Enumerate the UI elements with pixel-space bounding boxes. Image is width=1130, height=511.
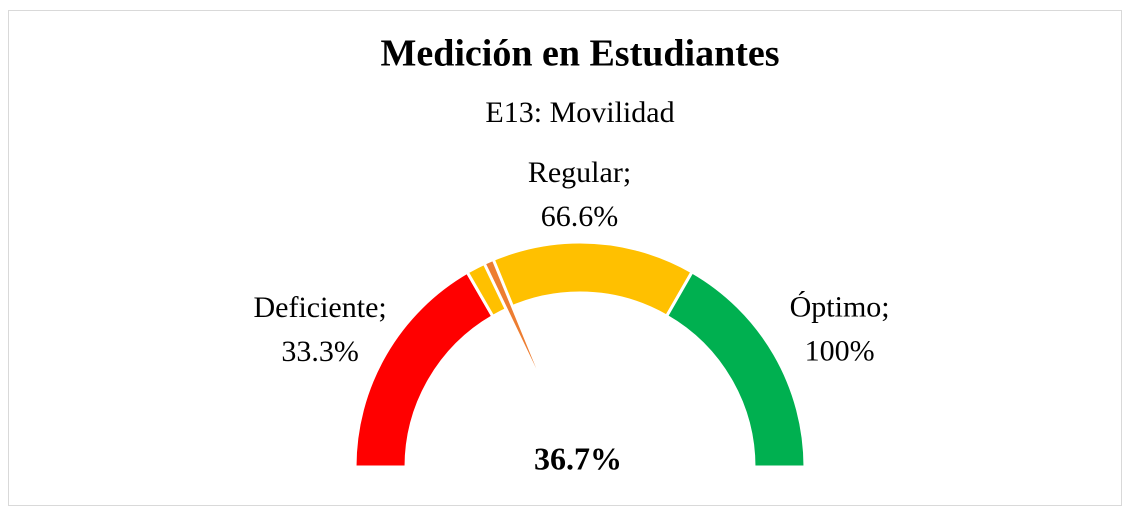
- segment-value-label: 33.3%: [281, 335, 359, 368]
- needle: [482, 257, 559, 416]
- segment-value-label: 66.6%: [541, 200, 619, 233]
- chart-title: Medición en Estudiantes: [380, 33, 779, 75]
- chart-subtitle: E13: Movilidad: [485, 96, 674, 129]
- segment-name: Óptimo;: [790, 291, 890, 324]
- gauge-segment: [664, 269, 807, 469]
- segment-name: Regular;: [528, 156, 631, 189]
- needle-value-label: 36.7%: [534, 440, 622, 476]
- segment-value-label: 100%: [805, 335, 875, 368]
- segment-name: Deficiente;: [253, 291, 386, 324]
